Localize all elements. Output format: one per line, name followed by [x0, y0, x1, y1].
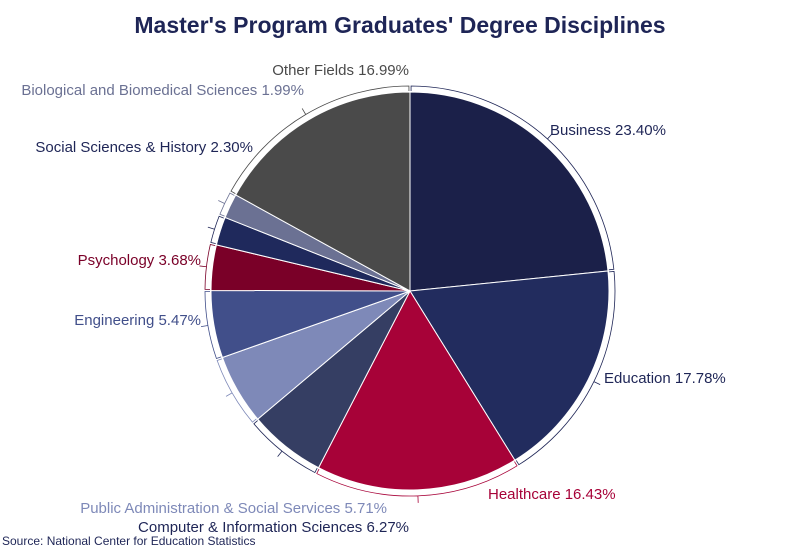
slice-label-other-fields: Other Fields 16.99%: [272, 62, 409, 79]
leader-line-education: [515, 270, 616, 466]
slice-label-biological-and-biomedical-sciences: Biological and Biomedical Sciences 1.99%: [21, 82, 304, 99]
slice-label-healthcare: Healthcare 16.43%: [488, 486, 616, 503]
pie-slice-business: [409, 91, 609, 292]
leader-line-public-administration-and-social-services: [216, 358, 257, 423]
slice-label-computer-and-information-sciences: Computer & Information Sciences 6.27%: [138, 519, 409, 536]
source-note: Source: National Center for Education St…: [2, 534, 256, 548]
leader-line-business: [410, 85, 615, 271]
leader-line-psychology: [199, 244, 216, 290]
leader-line-other-fields: [230, 85, 410, 194]
leader-lines-layer: [199, 85, 616, 503]
slices-layer: [210, 91, 610, 491]
slice-label-engineering: Engineering 5.47%: [74, 312, 201, 329]
leader-line-engineering: [200, 291, 222, 360]
slice-label-education: Education 17.78%: [604, 370, 726, 387]
slice-label-psychology: Psychology 3.68%: [78, 252, 201, 269]
labels-layer: Business 23.40% Education 17.78% Healthcar…: [21, 62, 725, 536]
leader-line-computer-and-information-sciences: [253, 420, 318, 474]
slice-label-public-administration-and-social-services: Public Administration & Social Services …: [80, 500, 387, 517]
slice-label-social-sciences-and-history: Social Sciences & History 2.30%: [35, 139, 253, 156]
leader-line-biological-and-biomedical-sciences: [218, 192, 235, 217]
pie-slice-other-fields: [235, 91, 411, 292]
leader-line-healthcare: [316, 461, 518, 503]
chart-title: Master's Program Graduates' Degree Disci…: [134, 12, 666, 38]
slice-label-business: Business 23.40%: [550, 122, 666, 139]
leader-line-social-sciences-and-history: [207, 215, 224, 244]
pie-slice-education: [409, 270, 610, 461]
pie-slice-healthcare: [317, 289, 516, 491]
